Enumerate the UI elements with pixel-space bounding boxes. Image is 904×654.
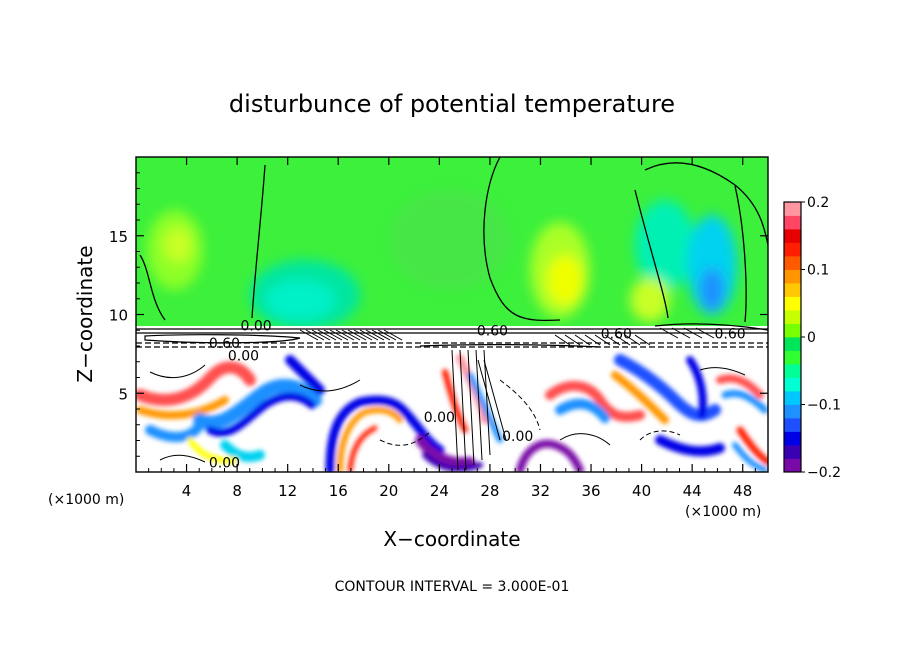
contour-label: 0.00 <box>424 410 455 426</box>
y-tick-label: 15 <box>109 228 128 246</box>
x-tick-label: 40 <box>632 482 651 500</box>
x-axis-unit-right: (×1000 m) <box>685 504 761 520</box>
colorbar-swatch <box>784 364 801 378</box>
contour-label: 0.60 <box>714 326 745 342</box>
colorbar-swatch <box>784 256 801 270</box>
upper-contours <box>139 157 768 323</box>
colorbar-swatch <box>784 458 801 473</box>
upper-field-blobs <box>147 190 737 330</box>
plot-area: 0.00 0.600.600.60 0.600.000.000.000.00 <box>136 157 768 472</box>
contour-label: 0.00 <box>240 319 271 335</box>
boundary-hatching <box>299 327 715 346</box>
x-tick-label: 36 <box>581 482 600 500</box>
x-axis-unit-left: (×1000 m) <box>48 492 124 508</box>
x-tick-label: 48 <box>733 482 752 500</box>
colorbar-swatch <box>784 337 801 351</box>
colorbar-swatch <box>784 269 801 284</box>
colorbar-label: −0.1 <box>807 398 841 414</box>
colorbar-swatch <box>784 215 801 230</box>
colorbar-swatch <box>784 242 801 257</box>
colorbar-swatch <box>784 404 801 419</box>
colorbar-swatch <box>784 445 801 459</box>
x-tick-label: 12 <box>278 482 297 500</box>
x-tick-label: 20 <box>379 482 398 500</box>
contour-label: 0.60 <box>477 323 508 339</box>
contour-interval: CONTOUR INTERVAL = 3.000E-01 <box>335 579 570 595</box>
contour-label: 0.60 <box>601 326 632 342</box>
colorbar-swatch <box>784 323 801 338</box>
colorbar-swatch <box>784 310 801 324</box>
chart-title: disturbunce of potential temperature <box>229 90 675 118</box>
colorbar-label: −0.2 <box>807 465 841 481</box>
colorbar-swatch <box>784 202 801 216</box>
contour-labels: 0.00 0.600.600.60 0.600.000.000.000.00 <box>209 319 746 472</box>
colorbar-swatch <box>784 229 801 243</box>
y-tick-label: 10 <box>109 307 128 325</box>
lower-field-plumes <box>136 354 768 472</box>
lower-contours <box>149 364 746 463</box>
colorbar-swatch <box>784 350 801 365</box>
colorbar-swatch <box>784 377 801 392</box>
colorbar-swatch <box>784 283 801 297</box>
x-tick-label: 24 <box>430 482 449 500</box>
x-tick-label: 28 <box>480 482 499 500</box>
colorbar-label: 0.2 <box>807 195 829 211</box>
colorbar: 0.2 0.1 0 −0.1 −0.2 <box>783 195 841 481</box>
x-tick-label: 44 <box>683 482 702 500</box>
contour-label: 0.00 <box>209 456 240 472</box>
colorbar-swatch <box>784 431 801 446</box>
colorbar-label: 0.1 <box>807 263 829 279</box>
x-axis-label: X−coordinate <box>383 527 520 551</box>
x-tick-label: 32 <box>531 482 550 500</box>
y-tick-label: 5 <box>118 385 128 403</box>
colorbar-swatch <box>784 296 801 311</box>
column-hatching <box>451 349 507 471</box>
x-tick-label: 8 <box>232 482 242 500</box>
x-tick-label: 16 <box>329 482 348 500</box>
colorbar-swatch <box>784 418 801 432</box>
x-tick-label: 4 <box>182 482 192 500</box>
colorbar-label: 0 <box>807 330 816 346</box>
contour-label: 0.00 <box>502 429 533 445</box>
contour-label: 0.60 <box>209 336 240 352</box>
colorbar-swatch <box>784 391 801 405</box>
contour-label: 0.00 <box>228 348 259 364</box>
y-axis-label: Z−coordinate <box>73 245 97 382</box>
